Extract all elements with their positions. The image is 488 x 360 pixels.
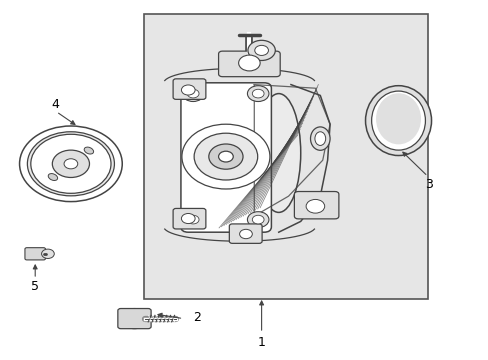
Circle shape — [254, 45, 268, 55]
Circle shape — [182, 124, 269, 189]
Circle shape — [27, 132, 114, 196]
Circle shape — [305, 199, 324, 213]
Circle shape — [208, 144, 243, 169]
Circle shape — [252, 89, 264, 98]
Circle shape — [238, 55, 260, 71]
FancyBboxPatch shape — [181, 83, 271, 232]
FancyBboxPatch shape — [294, 192, 338, 219]
FancyBboxPatch shape — [173, 208, 205, 229]
Ellipse shape — [314, 132, 325, 145]
Bar — [144, 14, 427, 299]
Circle shape — [187, 215, 199, 224]
Ellipse shape — [310, 127, 329, 150]
Text: 4: 4 — [51, 98, 59, 111]
Circle shape — [239, 229, 252, 239]
Circle shape — [41, 249, 54, 258]
FancyBboxPatch shape — [229, 224, 262, 243]
FancyBboxPatch shape — [118, 309, 151, 329]
Text: 3: 3 — [424, 178, 432, 191]
Ellipse shape — [371, 91, 425, 150]
Circle shape — [181, 213, 195, 224]
Circle shape — [194, 133, 257, 180]
Ellipse shape — [84, 147, 93, 154]
Text: 5: 5 — [31, 280, 39, 293]
Circle shape — [247, 212, 268, 228]
Ellipse shape — [48, 174, 58, 180]
Circle shape — [182, 86, 203, 102]
Circle shape — [20, 126, 122, 202]
Circle shape — [121, 309, 148, 329]
FancyBboxPatch shape — [218, 51, 280, 77]
Ellipse shape — [365, 86, 430, 156]
Circle shape — [31, 134, 111, 193]
Circle shape — [187, 89, 199, 98]
Ellipse shape — [375, 93, 420, 144]
Circle shape — [247, 86, 268, 102]
Text: 2: 2 — [193, 311, 201, 324]
Circle shape — [181, 85, 195, 95]
Circle shape — [52, 150, 89, 177]
Circle shape — [218, 151, 233, 162]
FancyBboxPatch shape — [25, 248, 45, 260]
Circle shape — [182, 212, 203, 228]
Ellipse shape — [256, 94, 300, 212]
Text: 1: 1 — [257, 336, 265, 348]
Circle shape — [247, 40, 275, 60]
FancyBboxPatch shape — [173, 79, 205, 99]
Circle shape — [64, 159, 78, 169]
Circle shape — [252, 215, 264, 224]
